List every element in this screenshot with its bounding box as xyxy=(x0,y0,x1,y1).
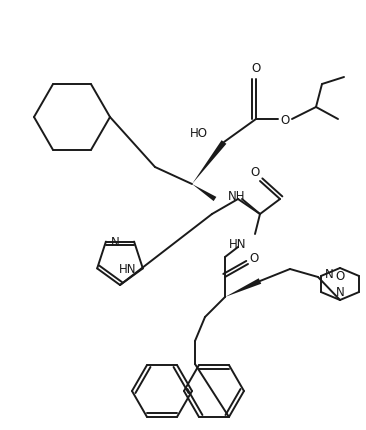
Text: O: O xyxy=(249,251,259,264)
Text: HO: HO xyxy=(190,126,208,139)
Text: HN: HN xyxy=(228,237,246,250)
Text: N: N xyxy=(111,236,120,249)
Text: HN: HN xyxy=(119,262,137,275)
Text: N: N xyxy=(336,286,344,299)
Text: O: O xyxy=(250,165,259,178)
Text: O: O xyxy=(335,270,345,283)
Text: O: O xyxy=(251,61,261,74)
Polygon shape xyxy=(192,184,216,202)
Polygon shape xyxy=(192,141,227,184)
Text: N: N xyxy=(325,268,334,281)
Text: NH: NH xyxy=(228,189,246,202)
Text: O: O xyxy=(280,113,290,126)
Polygon shape xyxy=(225,279,261,297)
